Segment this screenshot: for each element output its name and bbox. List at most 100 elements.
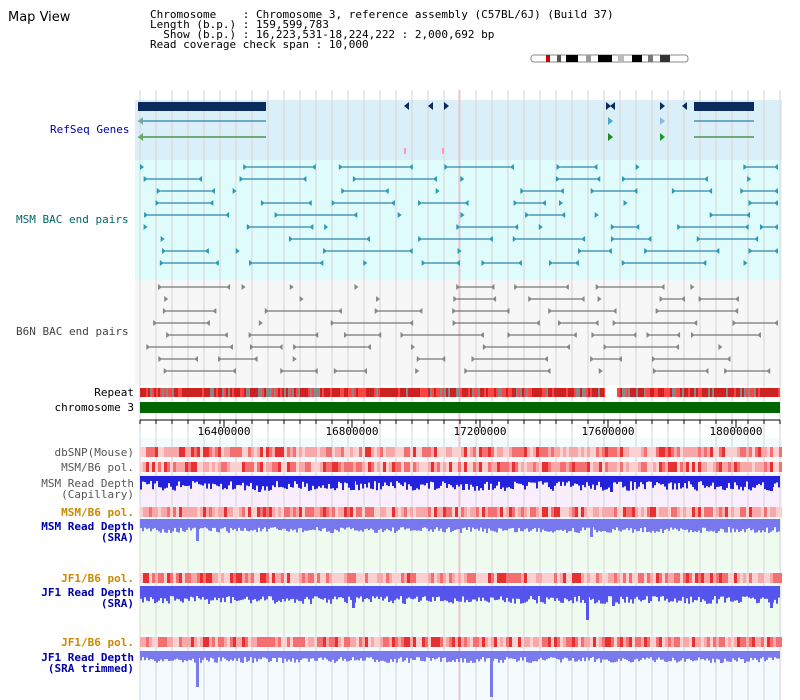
depth-bar [346, 476, 348, 484]
heat-cell [503, 447, 506, 457]
depth-bar [572, 651, 574, 659]
depth-bar [510, 519, 512, 529]
track-label-msm-b6-pol-2[interactable]: MSM/B6 pol. [61, 506, 134, 519]
heat-cell [152, 507, 155, 517]
depth-bar [184, 586, 186, 599]
repeat-segment [224, 388, 226, 397]
gene-mark [442, 148, 444, 154]
depth-bar [400, 651, 402, 658]
depth-bar [612, 651, 614, 663]
bac-end-arrow [249, 260, 254, 266]
depth-bar [166, 519, 168, 533]
track-label-b6n-bac[interactable]: B6N BAC end pairs [16, 325, 129, 338]
depth-bar [442, 476, 444, 482]
depth-bar [480, 476, 482, 489]
depth-bar [408, 586, 410, 598]
heat-cell [209, 462, 212, 472]
depth-bar [748, 586, 750, 598]
depth-bar [738, 651, 740, 658]
repeat-segment [456, 388, 458, 397]
heat-cell [386, 507, 389, 517]
depth-bar [194, 586, 196, 602]
b6n-bac-pair-track[interactable] [146, 284, 778, 374]
depth-bar [438, 586, 440, 597]
heat-cell [212, 573, 215, 583]
bac-end-arrow [766, 368, 771, 374]
chromosome-value: Chromosome 3, reference assembly (C57BL/… [255, 8, 614, 21]
heat-cell [419, 573, 422, 583]
depth-bar [294, 476, 296, 482]
depth-bar [346, 651, 348, 662]
depth-bar [180, 519, 182, 528]
heat-cell [413, 507, 416, 517]
depth-bar [630, 651, 632, 663]
repeat-segment [314, 388, 316, 397]
depth-bar [232, 586, 234, 598]
heat-cell [302, 573, 305, 583]
heat-cell [740, 637, 743, 647]
bac-end-arrow [365, 236, 370, 242]
heat-cell [329, 573, 332, 583]
bac-end-arrow [354, 284, 359, 290]
heat-cell [197, 637, 200, 647]
repeat-track[interactable] [140, 388, 780, 397]
depth-bar [592, 651, 594, 658]
track-label-jf1-b6-pol-2[interactable]: JF1/B6 pol. [61, 636, 134, 649]
msm-bac-pair-track[interactable] [140, 164, 778, 266]
depth-bar [432, 519, 434, 532]
heat-cell [362, 462, 365, 472]
heat-cell [383, 573, 386, 583]
depth-bar [742, 519, 744, 530]
heat-cell [554, 507, 557, 517]
heat-cell [494, 637, 497, 647]
track-label-msm-depth-sra[interactable]: MSM Read Depth (SRA) [41, 521, 134, 543]
heat-cell [233, 573, 236, 583]
track-label-dbsnp[interactable]: dbSNP(Mouse) [54, 446, 134, 459]
repeat-segment [292, 388, 294, 397]
depth-bar [610, 586, 612, 597]
refseq-gene-track[interactable] [138, 102, 754, 154]
depth-bar [420, 519, 422, 531]
repeat-segment [598, 388, 600, 397]
heat-cell [488, 507, 491, 517]
bac-end-arrow [231, 368, 236, 374]
depth-bar [598, 519, 600, 531]
depth-bar [652, 586, 654, 597]
depth-bar [202, 651, 204, 660]
track-label-refseq[interactable]: RefSeq Genes [50, 123, 130, 136]
depth-bar [434, 651, 436, 660]
heat-cell [599, 507, 602, 517]
track-label-msm-depth-capillary[interactable]: MSM Read Depth (Capillary) [41, 478, 134, 500]
depth-bar [154, 586, 156, 604]
track-label-msm-b6-pol-1[interactable]: MSM/B6 pol. [61, 461, 134, 474]
track-label-repeat[interactable]: Repeat [94, 386, 134, 399]
track-label-jf1-b6-pol-1[interactable]: JF1/B6 pol. [61, 572, 134, 585]
track-label-jf1-depth-trimmed[interactable]: JF1 Read Depth (SRA trimmed) [41, 652, 134, 674]
track-label-jf1-depth-sra[interactable]: JF1 Read Depth (SRA) [41, 587, 134, 609]
heat-cell [146, 462, 149, 472]
heat-cell [221, 507, 224, 517]
track-label-msm-bac[interactable]: MSM BAC end pairs [16, 213, 129, 226]
depth-bar [526, 651, 528, 663]
depth-bar [738, 476, 740, 490]
heat-cell [500, 462, 503, 472]
heat-cell [692, 573, 695, 583]
depth-bar [158, 476, 160, 488]
heat-cell [167, 637, 170, 647]
heat-cell [407, 462, 410, 472]
chromosome-ideogram[interactable] [530, 52, 690, 66]
depth-bar [398, 476, 400, 483]
depth-bar [504, 476, 506, 491]
heat-cell [419, 507, 422, 517]
depth-bar [728, 519, 730, 528]
heat-cell [392, 573, 395, 583]
depth-bar [618, 651, 620, 659]
heat-cell [287, 573, 290, 583]
depth-bar [304, 586, 306, 599]
heat-cell [194, 637, 197, 647]
heat-cell [413, 637, 416, 647]
heat-cell [743, 447, 746, 457]
depth-bar [734, 476, 736, 483]
heat-cell [575, 637, 578, 647]
